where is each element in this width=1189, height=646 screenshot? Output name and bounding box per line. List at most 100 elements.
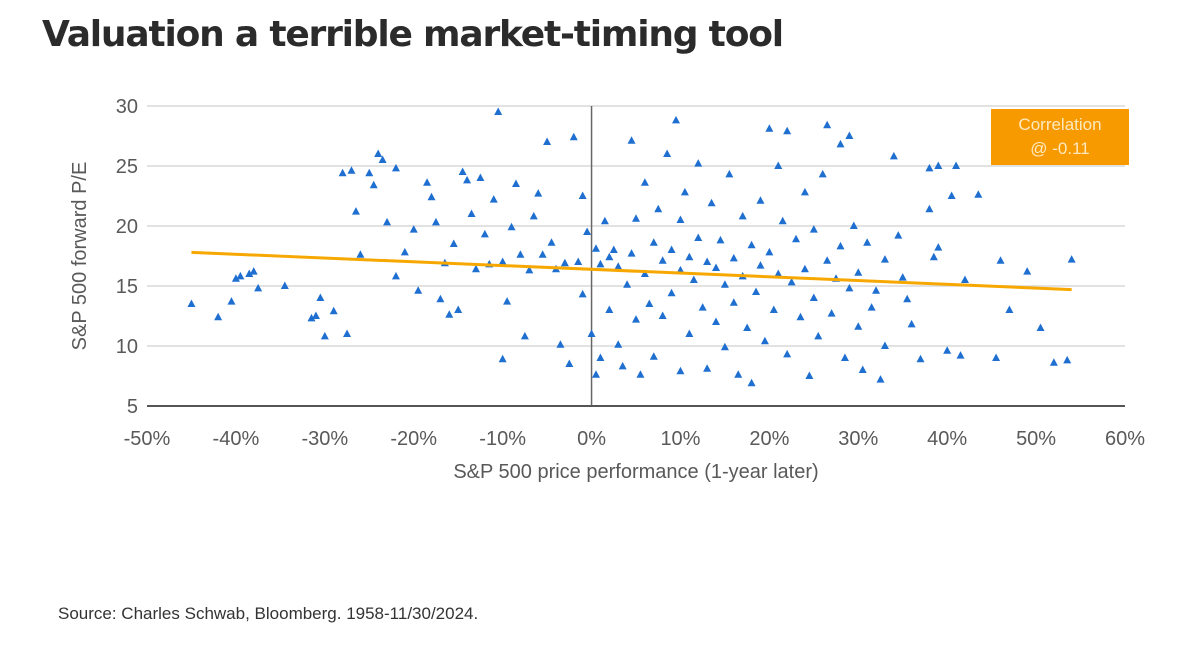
data-point xyxy=(800,187,809,196)
data-point xyxy=(489,195,498,203)
data-point xyxy=(391,163,400,172)
data-point xyxy=(423,178,432,186)
x-tick-label: -10% xyxy=(479,428,526,450)
data-point xyxy=(587,329,596,337)
y-axis-label: S&P 500 forward P/E xyxy=(69,162,91,351)
data-point xyxy=(783,126,792,135)
data-point xyxy=(827,309,836,317)
correlation-label: Correlation xyxy=(1018,115,1102,134)
data-point xyxy=(569,132,578,141)
data-point xyxy=(574,257,583,265)
data-point xyxy=(374,149,383,157)
data-point xyxy=(729,298,738,306)
data-point xyxy=(543,137,552,145)
data-point xyxy=(649,238,658,246)
x-tick-label: -20% xyxy=(390,428,437,450)
data-point xyxy=(409,225,418,233)
data-point xyxy=(836,241,845,250)
data-point xyxy=(596,353,605,361)
data-point xyxy=(320,331,329,340)
data-point xyxy=(876,375,885,383)
data-point xyxy=(707,198,716,207)
data-point xyxy=(391,271,400,280)
data-point xyxy=(525,265,534,274)
data-point xyxy=(845,283,854,292)
data-point xyxy=(880,341,889,349)
data-point xyxy=(703,257,712,265)
data-points xyxy=(187,107,1076,387)
data-point xyxy=(823,256,832,264)
data-point xyxy=(414,286,423,294)
data-point xyxy=(231,274,240,282)
data-point xyxy=(903,294,912,303)
data-point xyxy=(752,287,761,295)
data-point xyxy=(867,303,876,311)
data-point xyxy=(765,247,774,256)
data-point xyxy=(640,178,649,186)
data-point xyxy=(378,155,387,163)
data-point xyxy=(227,297,236,305)
data-point xyxy=(796,312,805,321)
data-point xyxy=(720,342,729,351)
data-point xyxy=(547,238,556,246)
data-point xyxy=(725,169,734,178)
data-point xyxy=(187,299,196,307)
data-point xyxy=(369,180,378,189)
data-point xyxy=(632,315,640,323)
data-point xyxy=(236,271,245,280)
data-point xyxy=(627,136,636,144)
data-point xyxy=(311,311,320,319)
data-point xyxy=(427,192,436,201)
data-point xyxy=(471,264,480,273)
data-point xyxy=(449,239,458,247)
y-tick-label: 25 xyxy=(116,156,138,178)
data-point xyxy=(734,370,743,378)
data-point xyxy=(431,217,440,226)
data-point xyxy=(529,211,538,220)
x-tick-labels: -50% -40% -30% -20% -10% 0% 10% 20% 30% 40% 50% 60% xyxy=(124,428,1146,450)
x-tick-label: -40% xyxy=(213,428,260,450)
data-point xyxy=(1067,255,1076,263)
data-point xyxy=(476,173,485,181)
data-point xyxy=(1023,267,1032,275)
data-point xyxy=(627,249,636,257)
data-point xyxy=(849,221,858,229)
data-point xyxy=(614,340,623,348)
correlation-annotation: Correlation @ -0.11 xyxy=(991,109,1129,165)
data-point xyxy=(560,258,569,267)
data-point xyxy=(672,115,681,124)
data-point xyxy=(343,329,352,337)
data-point xyxy=(445,310,454,318)
x-tick-label: 40% xyxy=(927,428,967,450)
data-point xyxy=(676,215,685,223)
data-point xyxy=(805,371,814,379)
data-point xyxy=(578,191,587,199)
data-point xyxy=(618,361,627,370)
data-point xyxy=(703,364,712,372)
data-point xyxy=(814,331,823,340)
data-point xyxy=(845,131,854,139)
data-point xyxy=(480,229,489,238)
data-point xyxy=(956,351,965,359)
correlation-value: @ -0.11 xyxy=(1030,139,1090,158)
data-point xyxy=(880,255,889,263)
data-point xyxy=(996,256,1005,264)
data-point xyxy=(889,151,898,160)
data-point xyxy=(952,161,961,169)
data-point xyxy=(632,214,640,222)
data-point xyxy=(645,299,654,307)
data-point xyxy=(498,257,507,265)
data-point xyxy=(614,262,623,270)
data-point xyxy=(992,353,1001,361)
data-point xyxy=(520,331,529,340)
data-point xyxy=(676,366,685,375)
data-point xyxy=(743,323,752,331)
data-point xyxy=(778,216,787,225)
data-point xyxy=(836,139,845,148)
data-point xyxy=(400,247,409,256)
data-point xyxy=(623,280,632,288)
data-point xyxy=(738,211,747,220)
data-point xyxy=(689,275,698,283)
data-point xyxy=(605,305,614,313)
